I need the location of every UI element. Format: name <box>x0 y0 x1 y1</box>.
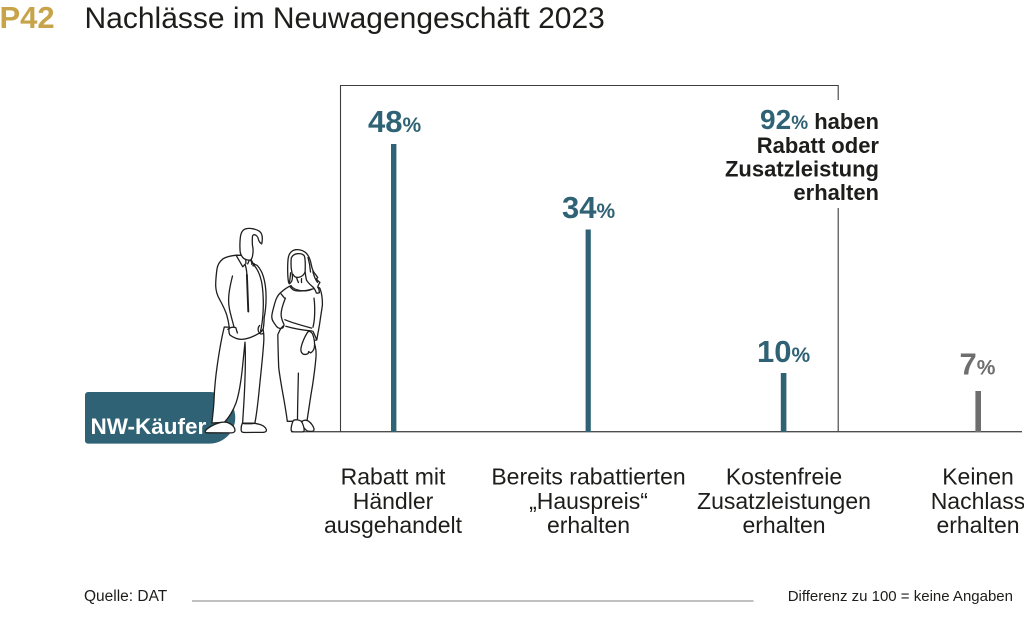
svg-text:erhalten: erhalten <box>547 512 630 538</box>
svg-text:48%: 48% <box>368 104 421 139</box>
svg-text:erhalten: erhalten <box>793 180 879 205</box>
svg-text:Händler: Händler <box>353 488 434 514</box>
svg-text:10%: 10% <box>757 334 810 369</box>
svg-text:erhalten: erhalten <box>936 512 1019 538</box>
svg-text:Keinen: Keinen <box>942 464 1014 490</box>
svg-text:„Hauspreis“: „Hauspreis“ <box>529 488 648 514</box>
svg-text:Differenz zu 100 = keine Angab: Differenz zu 100 = keine Angaben <box>788 588 1013 605</box>
svg-text:Rabatt oder: Rabatt oder <box>757 133 880 158</box>
svg-text:erhalten: erhalten <box>742 512 825 538</box>
svg-text:Zusatzleistungen: Zusatzleistungen <box>697 488 871 514</box>
svg-text:P42: P42 <box>0 0 55 35</box>
svg-text:Kostenfreie: Kostenfreie <box>726 464 842 490</box>
svg-text:Nachlass: Nachlass <box>931 488 1024 514</box>
svg-text:Zusatzleistung: Zusatzleistung <box>725 157 879 182</box>
svg-text:Bereits rabattierten: Bereits rabattierten <box>491 464 685 490</box>
svg-text:NW-Käufer: NW-Käufer <box>91 414 207 439</box>
svg-text:Quelle: DAT: Quelle: DAT <box>84 588 168 605</box>
svg-text:ausgehandelt: ausgehandelt <box>324 512 463 538</box>
svg-text:Nachlässe im Neuwagengeschäft: Nachlässe im Neuwagengeschäft 2023 <box>85 2 605 35</box>
svg-text:Rabatt mit: Rabatt mit <box>341 464 446 490</box>
svg-text:7%: 7% <box>960 347 996 382</box>
svg-text:92% haben: 92% haben <box>760 104 879 135</box>
svg-text:34%: 34% <box>562 190 615 225</box>
